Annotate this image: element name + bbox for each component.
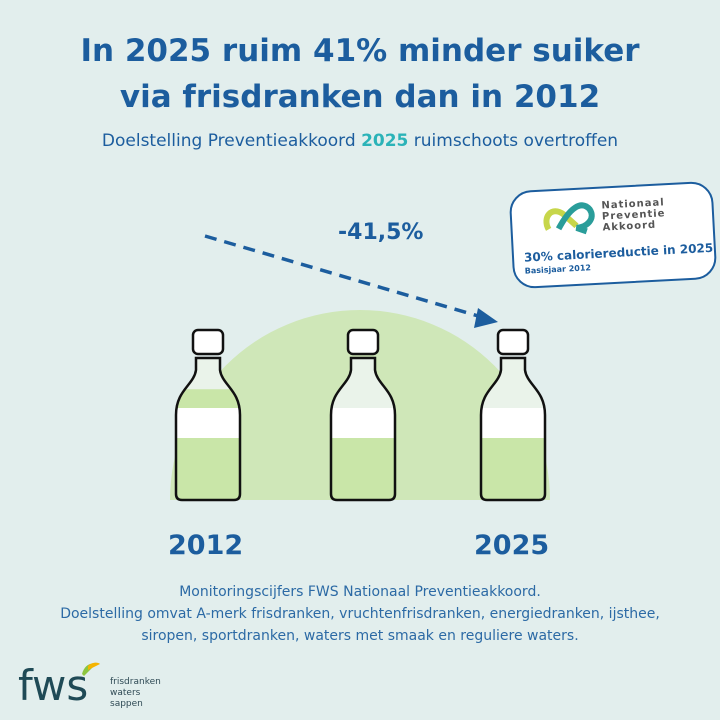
fws-logo-text: frisdranken waters sappen bbox=[110, 677, 161, 709]
subtitle: Doelstelling Preventieakkoord 2025 ruims… bbox=[0, 131, 720, 151]
badge-base-year: Basisjaar 2012 bbox=[524, 263, 592, 276]
bottle-label bbox=[481, 408, 545, 438]
bottle-cap bbox=[496, 328, 530, 356]
badge-goal: 30% caloriereductie in 2025 bbox=[523, 240, 714, 265]
footnote: Monitoringscijfers FWS Nationaal Prevent… bbox=[0, 581, 720, 647]
year-end: 2025 bbox=[474, 530, 550, 561]
preventieakkoord-logo-icon bbox=[543, 202, 595, 235]
footnote-line: siropen, sportdranken, waters met smaak … bbox=[141, 628, 579, 644]
trend-arrow-line bbox=[204, 234, 486, 320]
bottle-3 bbox=[479, 328, 547, 502]
bottle-liquid bbox=[481, 434, 545, 500]
footnote-line: Doelstelling omvat A-merk frisdranken, v… bbox=[60, 606, 660, 622]
subtitle-text-end: ruimschoots overtroffen bbox=[408, 131, 619, 151]
subtitle-text: Doelstelling Preventieakkoord bbox=[101, 131, 362, 151]
bottle-cap bbox=[346, 328, 380, 356]
arrow-head-icon bbox=[474, 308, 498, 328]
bottle-liquid bbox=[176, 389, 240, 500]
bottle-cap bbox=[191, 328, 225, 356]
footnote-line: Monitoringscijfers FWS Nationaal Prevent… bbox=[179, 584, 541, 600]
badge-org: Nationaal Preventie Akkoord bbox=[601, 197, 666, 234]
bottle-1 bbox=[174, 328, 242, 502]
preventieakkoord-badge: Nationaal Preventie Akkoord 30% caloriered… bbox=[508, 180, 718, 290]
year-start: 2012 bbox=[168, 530, 244, 561]
bottle-label bbox=[176, 408, 240, 438]
title-line-1: In 2025 ruim 41% minder suiker bbox=[80, 33, 640, 69]
bottle-2 bbox=[329, 328, 397, 502]
fws-logo: fws bbox=[18, 661, 100, 710]
svg-text:fws: fws bbox=[18, 661, 88, 710]
bottle-label bbox=[331, 408, 395, 438]
title-line-2: via frisdranken dan in 2012 bbox=[119, 79, 601, 115]
reduction-label: -41,5% bbox=[338, 220, 424, 245]
subtitle-highlight: 2025 bbox=[361, 131, 409, 151]
